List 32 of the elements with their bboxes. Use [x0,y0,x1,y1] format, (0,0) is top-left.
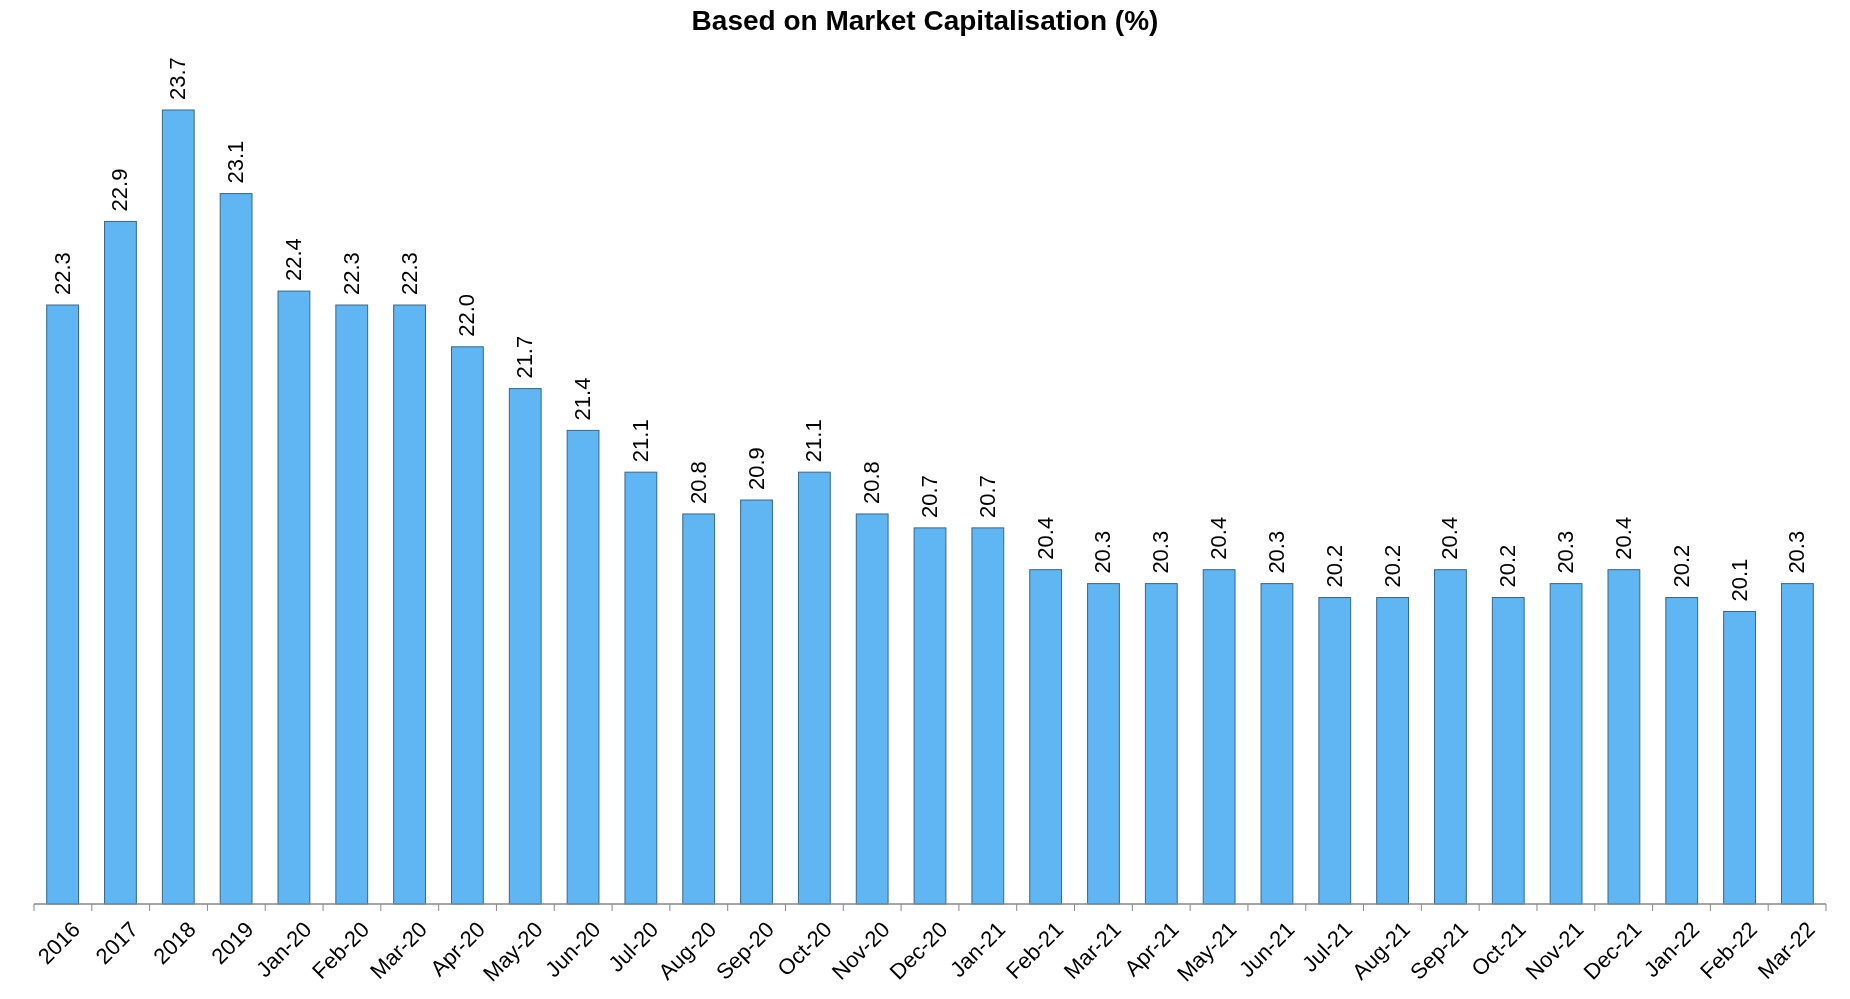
data-label: 20.7 [974,475,1000,518]
data-label: 22.3 [396,252,422,296]
chart-title: Based on Market Capitalisation (%) [691,5,1159,36]
data-label: 20.4 [1610,516,1636,560]
data-label: 22.0 [454,293,480,337]
data-label: 22.3 [338,252,364,296]
data-label: 20.2 [1321,544,1347,588]
data-label: 20.3 [1148,530,1174,574]
data-label: 21.1 [627,419,653,463]
data-label: 22.4 [280,238,306,282]
data-label: 20.2 [1668,544,1694,588]
data-label: 22.3 [49,252,75,296]
data-label: 21.4 [570,377,596,421]
data-label: 20.1 [1726,558,1752,602]
data-label: 20.2 [1379,544,1405,588]
data-label: 21.7 [512,335,538,379]
data-label: 20.8 [859,461,885,504]
data-label: 20.7 [917,475,942,518]
data-label: 20.4 [1206,516,1232,560]
data-label: 20.2 [1495,544,1521,588]
data-label: 21.1 [801,419,827,463]
data-label: 22.9 [107,168,133,212]
data-label: 20.4 [1437,516,1463,560]
data-label: 20.3 [1784,530,1810,574]
data-label: 20.4 [1032,516,1058,560]
data-label: 20.3 [1263,530,1289,574]
data-label: 20.9 [743,447,769,491]
data-label: 20.8 [685,461,711,504]
data-label: 20.3 [1090,530,1116,574]
data-label: 20.3 [1553,530,1579,574]
data-label: 23.1 [223,140,249,184]
data-label: 23.7 [165,57,191,100]
